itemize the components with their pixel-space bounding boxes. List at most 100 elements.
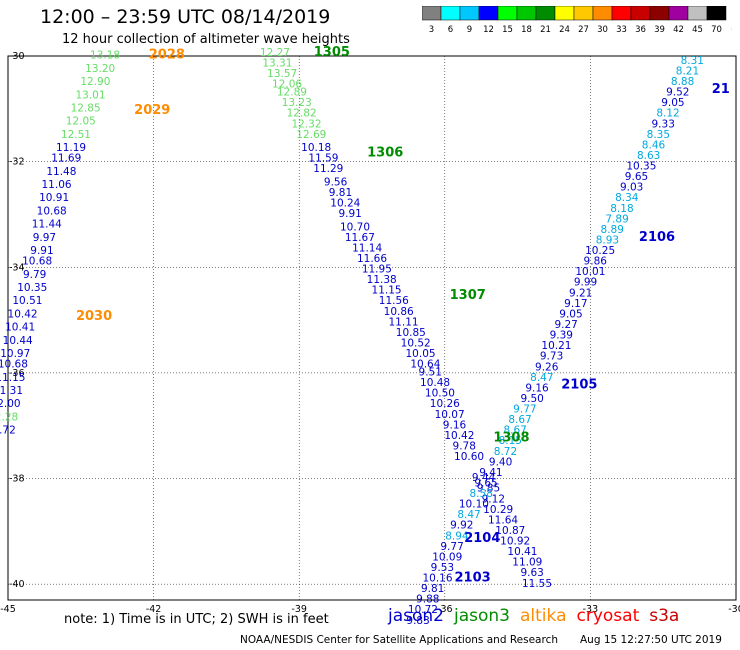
wave-height-value: 11.66 xyxy=(357,253,387,265)
wave-height-value: 9.83 xyxy=(406,615,429,627)
wave-height-value: 10.92 xyxy=(500,536,530,548)
wave-height-value: 9.77 xyxy=(513,404,536,416)
wave-height-value: 9.52 xyxy=(666,87,689,99)
longitude-tick-label: -39 xyxy=(291,604,307,615)
wave-height-value: 10.01 xyxy=(575,266,605,278)
wave-height-value: 8.93 xyxy=(596,234,619,246)
wave-height-value: 11.38 xyxy=(367,274,397,286)
wave-height-value: 9.86 xyxy=(584,256,608,268)
colorbar-label: (ft) xyxy=(731,25,732,35)
wave-height-value: 9.81 xyxy=(329,187,352,199)
wave-height-value: 13.23 xyxy=(282,97,312,109)
wave-height-value: 8.67 xyxy=(503,425,526,437)
pass-number-label: 21 xyxy=(712,82,730,97)
wave-height-value: 10.21 xyxy=(541,340,571,352)
longitude-tick-label: -42 xyxy=(146,604,162,615)
latitude-tick-label: -40 xyxy=(9,579,25,590)
colorbar-label: 12 xyxy=(483,25,494,35)
wave-height-value: 10.09 xyxy=(432,551,462,563)
wave-height-value: 11.19 xyxy=(56,142,86,154)
pass-number-label: 2103 xyxy=(455,571,491,586)
pass-number-label: 1307 xyxy=(450,288,486,303)
wave-height-value: 9.99 xyxy=(574,277,597,289)
legend-item-jason2: jason2 xyxy=(388,606,444,626)
pass-number-label: 2028 xyxy=(149,48,185,63)
footer-timestamp: Aug 15 12:27:50 UTC 2019 xyxy=(580,634,722,646)
longitude-tick-label: -33 xyxy=(583,604,599,615)
wave-height-value: 11.15 xyxy=(372,285,402,297)
wave-height-value: 8.67 xyxy=(508,414,531,426)
pass-number-label: 1308 xyxy=(493,431,529,446)
colorbar-label: 30 xyxy=(597,25,608,35)
colorbar-label: 33 xyxy=(616,25,627,35)
colorbar-label: 39 xyxy=(654,25,665,35)
wave-height-value: 10.10 xyxy=(459,499,489,511)
colorbar-label: 9 xyxy=(467,25,472,35)
wave-height-value: 9.92 xyxy=(450,520,473,532)
wave-height-value: 8.72 xyxy=(494,446,517,458)
latitude-tick-label: -30 xyxy=(9,51,25,62)
colorbar-label: 6 xyxy=(448,25,453,35)
wave-height-value: 9.16 xyxy=(443,419,467,431)
pass-number-label: 2104 xyxy=(464,531,500,546)
colorbar-label: 18 xyxy=(521,25,532,35)
wave-height-value: 9.73 xyxy=(540,351,563,363)
wave-height-value: 10.97 xyxy=(0,348,30,360)
wave-height-value: 9.05 xyxy=(661,97,684,109)
wave-height-value: 11.48 xyxy=(46,166,76,178)
longitude-tick-label: -30 xyxy=(728,604,740,615)
wave-height-value: 11.55 xyxy=(522,578,552,590)
colorbar-label: 42 xyxy=(673,25,684,35)
wave-height-value: 11.59 xyxy=(308,153,338,165)
satellite-legend: jason2 jason3 altika cryosat s3a xyxy=(388,606,689,626)
colorbar-label: 15 xyxy=(502,25,513,35)
wave-height-value: 10.60 xyxy=(454,451,484,463)
map-frame xyxy=(7,55,737,601)
wave-height-value: 10.68 xyxy=(0,359,28,371)
longitude-tick-label: -45 xyxy=(0,604,16,615)
colorbar-label: 45 xyxy=(692,25,703,35)
wave-height-value: 11.72 xyxy=(0,425,16,437)
wave-height-value: 11.56 xyxy=(379,295,409,307)
wave-height-value: 10.91 xyxy=(39,192,69,204)
legend-item-s3a: s3a xyxy=(649,606,680,626)
wave-height-value: 11.44 xyxy=(32,219,62,231)
note-text: note: 1) Time is in UTC; 2) SWH is in fe… xyxy=(64,612,329,627)
wave-height-value: 10.41 xyxy=(507,546,537,558)
wave-height-value: 10.16 xyxy=(422,573,452,585)
wave-height-value: 9.05 xyxy=(559,308,582,320)
wave-height-value: 10.68 xyxy=(22,256,52,268)
colorbar-label: 70 xyxy=(711,25,722,35)
wave-height-value: 10.42 xyxy=(8,308,38,320)
wave-height-value: 8.34 xyxy=(615,192,639,204)
wave-height-value: 11.29 xyxy=(313,163,343,175)
wave-height-value: 10.64 xyxy=(410,359,440,371)
wave-height-value: 10.35 xyxy=(17,282,47,294)
wave-height-value: 10.85 xyxy=(396,327,426,339)
wave-height-value: 10.44 xyxy=(3,335,33,347)
wave-height-value: 13.57 xyxy=(267,68,297,80)
wave-height-value: 11.15 xyxy=(0,372,25,384)
wave-height-value: 8.35 xyxy=(647,129,670,141)
wave-height-value: 8.88 xyxy=(671,76,694,88)
wave-height-value: 9.16 xyxy=(525,382,549,394)
wave-height-value: 10.07 xyxy=(435,409,465,421)
wave-height-value: 9.81 xyxy=(421,583,444,595)
pass-number-label: 2106 xyxy=(639,230,675,245)
legend-item-altika: altika xyxy=(520,606,567,626)
latitude-tick-label: -36 xyxy=(9,368,25,379)
wave-height-value: 10.35 xyxy=(626,161,656,173)
colorbar-label: 3 xyxy=(429,25,434,35)
colorbar-label: 27 xyxy=(578,25,589,35)
wave-height-value: 10.52 xyxy=(401,337,431,349)
colorbar-label: 24 xyxy=(559,25,570,35)
wave-height-value: 12.89 xyxy=(277,87,307,99)
wave-height-value: 11.31 xyxy=(0,385,23,397)
wave-height-value: 12.51 xyxy=(61,129,91,141)
wave-height-value: 10.05 xyxy=(406,348,436,360)
wave-height-value: 13.31 xyxy=(262,58,292,70)
wave-height-value: 9.26 xyxy=(535,361,559,373)
footer-credit: NOAA/NESDIS Center for Satellite Applica… xyxy=(240,634,558,646)
